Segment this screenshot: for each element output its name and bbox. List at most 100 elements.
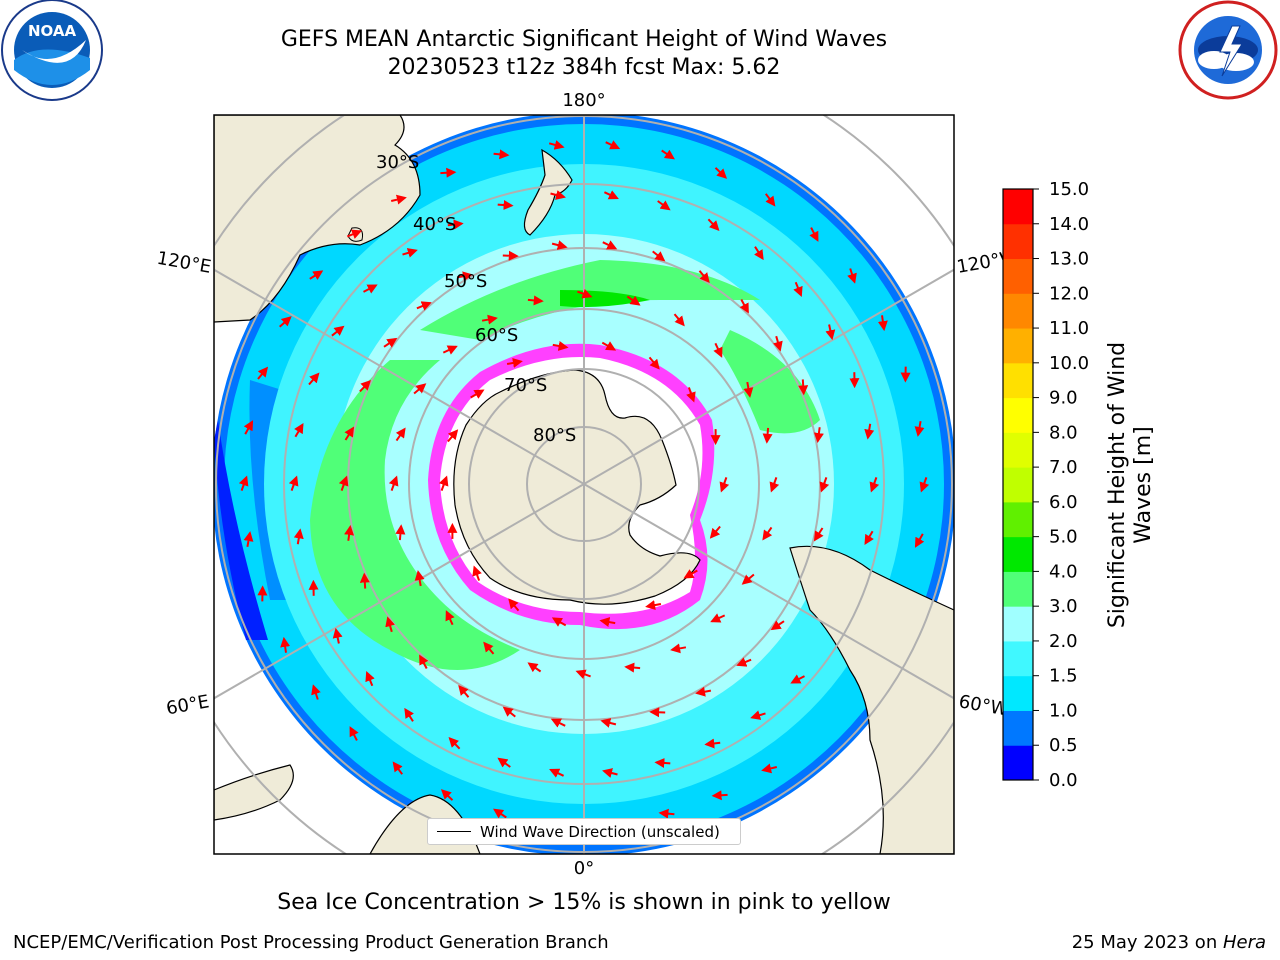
lon-label-60w: 60°W bbox=[957, 691, 1010, 720]
wind-wave-arrow bbox=[658, 808, 675, 819]
wind-wave-arrow bbox=[686, 387, 696, 403]
wind-wave-arrow bbox=[654, 757, 671, 768]
wind-wave-arrow bbox=[652, 250, 666, 262]
colorbar-tick-label: 3.0 bbox=[1049, 596, 1078, 617]
sea-ice-note: Sea Ice Concentration > 15% is shown in … bbox=[277, 890, 891, 915]
colorbar-tick-label: 1.5 bbox=[1049, 666, 1078, 687]
wind-wave-arrow bbox=[602, 240, 618, 250]
colorbar-segment bbox=[1003, 397, 1033, 433]
wind-wave-arrow bbox=[649, 707, 666, 718]
map-frame bbox=[213, 114, 955, 855]
colorbar-tick-label: 2.0 bbox=[1049, 631, 1078, 652]
lon-label-60e: 60°E bbox=[165, 691, 211, 719]
wind-wave-arrow bbox=[714, 167, 728, 179]
wind-wave-arrow bbox=[825, 324, 836, 341]
colorbar-segment bbox=[1003, 293, 1033, 329]
wind-wave-arrow bbox=[575, 669, 591, 680]
footer-date: 25 May 2023 on Hera bbox=[1072, 932, 1266, 953]
wind-wave-arrow bbox=[707, 218, 720, 231]
wind-wave-arrow bbox=[698, 270, 710, 284]
lat-label-40s: 40°S bbox=[413, 214, 456, 235]
wind-wave-arrow bbox=[769, 477, 780, 493]
wind-wave-arrow bbox=[762, 427, 773, 444]
wind-wave-arrow bbox=[750, 710, 766, 720]
colorbar-tick-label: 5.0 bbox=[1049, 527, 1078, 548]
wind-wave-arrow bbox=[280, 636, 291, 653]
colorbar-segment bbox=[1003, 606, 1033, 642]
wind-wave-arrow bbox=[419, 654, 429, 669]
wind-wave-arrow bbox=[704, 738, 721, 749]
wind-wave-arrow bbox=[770, 620, 785, 631]
wind-wave-arrow bbox=[447, 219, 464, 230]
wind-wave-arrow bbox=[414, 570, 425, 587]
wind-wave-arrow bbox=[709, 525, 721, 539]
wind-wave-arrow bbox=[793, 281, 803, 297]
wind-wave-arrow bbox=[440, 789, 454, 801]
wind-wave-arrow bbox=[645, 600, 662, 610]
wind-wave-arrow bbox=[603, 190, 619, 200]
wind-wave-arrow bbox=[402, 248, 418, 258]
wind-wave-arrow bbox=[914, 421, 925, 437]
wind-wave-arrow bbox=[713, 342, 723, 358]
colorbar-tick-label: 9.0 bbox=[1049, 388, 1078, 409]
wind-wave-arrow bbox=[648, 356, 660, 370]
wind-wave-arrow bbox=[365, 671, 375, 687]
colorbar-segment bbox=[1003, 258, 1033, 294]
wind-wave-arrow bbox=[331, 325, 345, 337]
colorbar-segment bbox=[1003, 328, 1033, 364]
colorbar-tick-label: 8.0 bbox=[1049, 422, 1078, 443]
wind-wave-arrow bbox=[472, 565, 482, 581]
colorbar-tick-label: 12.0 bbox=[1049, 283, 1089, 304]
colorbar-segment bbox=[1003, 571, 1033, 607]
wind-wave-arrow bbox=[404, 707, 414, 722]
wind-wave-arrow bbox=[754, 246, 764, 261]
footer-host: Hera bbox=[1222, 932, 1266, 953]
wind-wave-arrow bbox=[392, 761, 404, 775]
colorbar-tick-label: 11.0 bbox=[1049, 318, 1089, 339]
colorbar: 0.0 0.5 1.0 1.5 2.0 3.0 4.0 5.0 6.0 7.0 8.0 9.0 10.0… bbox=[1002, 179, 1089, 791]
wind-wave-arrow bbox=[813, 427, 824, 443]
wind-wave-arrow bbox=[346, 229, 363, 239]
wind-wave-arrow bbox=[395, 524, 406, 541]
wind-wave-arrow bbox=[809, 227, 819, 242]
wind-wave-arrow bbox=[309, 270, 324, 280]
wind-wave-arrow bbox=[605, 140, 621, 150]
wind-wave-arrow bbox=[493, 149, 510, 160]
africa-landmass bbox=[214, 764, 294, 821]
wind-wave-arrow bbox=[577, 288, 593, 299]
ocean-patch-deep-blue bbox=[214, 420, 268, 640]
wind-wave-arrow bbox=[877, 315, 888, 332]
wind-wave-arrow bbox=[711, 790, 728, 801]
lat-label-50s: 50°S bbox=[444, 271, 487, 292]
colorbar-tick-label: 6.0 bbox=[1049, 492, 1078, 513]
wind-wave-arrow bbox=[736, 657, 752, 667]
wind-wave-arrow bbox=[383, 337, 398, 348]
colorbar-tick-label: 15.0 bbox=[1049, 179, 1089, 200]
colorbar-segment bbox=[1003, 189, 1033, 225]
colorbar-tick-label: 14.0 bbox=[1049, 214, 1089, 235]
wind-wave-arrow bbox=[502, 250, 519, 261]
wind-wave-arrow bbox=[413, 383, 427, 395]
wind-wave-arrow bbox=[813, 527, 824, 542]
chart-subtitle: 20230523 t12z 384h fcst Max: 5.62 bbox=[387, 55, 781, 80]
wind-wave-arrow bbox=[549, 768, 565, 778]
wind-wave-arrow bbox=[761, 763, 778, 774]
colorbar-tick-label: 0.5 bbox=[1049, 735, 1078, 756]
map-legend: Wind Wave Direction (unscaled) bbox=[427, 818, 741, 845]
wind-wave-arrow bbox=[790, 674, 805, 684]
wind-wave-arrow bbox=[601, 341, 617, 351]
colorbar-tick-label: 7.0 bbox=[1049, 457, 1078, 478]
colorbar-segment bbox=[1003, 675, 1033, 711]
wind-wave-arrow bbox=[741, 573, 755, 585]
wind-wave-arrow bbox=[293, 528, 304, 545]
wind-wave-arrow bbox=[695, 686, 712, 697]
wind-wave-arrow bbox=[257, 366, 269, 380]
colorbar-segment bbox=[1003, 710, 1033, 746]
colorbar-tick-label: 0.0 bbox=[1049, 770, 1078, 791]
wind-wave-arrow bbox=[447, 429, 459, 443]
wind-wave-arrow bbox=[743, 381, 754, 398]
wind-wave-arrow bbox=[456, 271, 473, 282]
wind-wave-arrow bbox=[483, 641, 495, 655]
wind-wave-arrow bbox=[661, 149, 675, 160]
